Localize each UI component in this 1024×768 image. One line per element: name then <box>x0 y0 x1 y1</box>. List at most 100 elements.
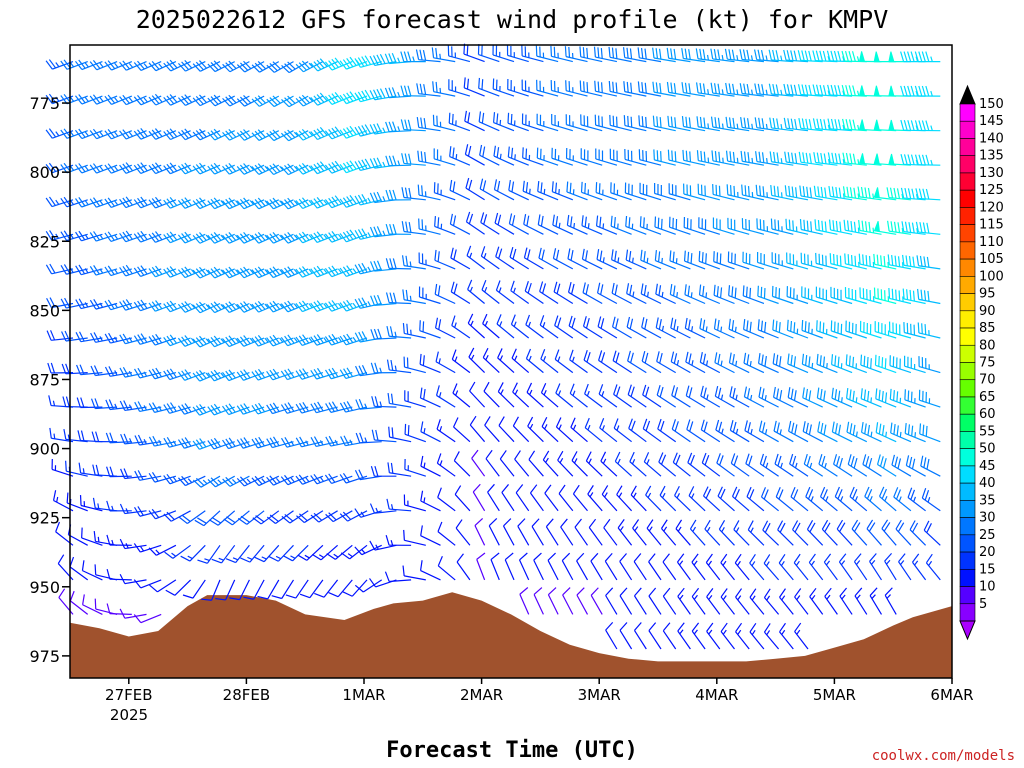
wind-barb <box>580 148 603 166</box>
wind-barb <box>531 518 544 546</box>
wind-barb <box>572 484 588 512</box>
wind-barb <box>581 248 603 270</box>
wind-barb <box>452 383 471 408</box>
wind-barb <box>920 455 941 477</box>
wind-barb <box>613 384 632 408</box>
wind-barb <box>45 128 74 139</box>
wind-barb <box>266 510 294 524</box>
wind-barb <box>717 486 735 512</box>
wind-barb <box>134 470 162 481</box>
wind-barb <box>699 351 721 374</box>
wind-barb <box>236 369 265 381</box>
wind-barb <box>497 382 515 408</box>
wind-barb <box>386 359 412 374</box>
wind-barb <box>104 366 132 377</box>
wind-barb <box>705 553 721 581</box>
wind-barb <box>51 458 74 477</box>
wind-barb <box>555 383 574 408</box>
wind-barb <box>133 265 162 277</box>
wind-barb <box>696 150 720 166</box>
wind-barb <box>743 319 765 339</box>
wind-barb <box>478 77 500 97</box>
wind-barb <box>914 51 941 63</box>
colorbar-swatch <box>959 551 976 570</box>
y-tick-label: 950 <box>29 578 60 597</box>
wind-barb <box>921 488 941 512</box>
colorbar-label: 10 <box>979 580 996 595</box>
wind-barb <box>385 121 412 133</box>
wind-barb <box>385 534 412 546</box>
wind-barb <box>888 287 912 305</box>
wind-barb <box>914 120 941 132</box>
wind-barb <box>119 60 147 71</box>
wind-barb <box>478 111 500 132</box>
wind-barb <box>119 333 147 345</box>
wind-barb <box>385 155 412 167</box>
wind-barb <box>626 283 647 305</box>
wind-barb <box>540 382 559 408</box>
wind-barb <box>354 193 382 206</box>
colorbar-label: 75 <box>979 356 996 371</box>
wind-barb <box>148 402 177 413</box>
wind-barb <box>119 608 147 619</box>
wind-barb <box>240 544 265 563</box>
wind-barb <box>878 486 897 512</box>
colorbar-label: 25 <box>979 528 996 543</box>
wind-barb <box>637 47 662 63</box>
wind-barb <box>192 404 221 416</box>
wind-barb <box>800 252 823 270</box>
wind-barb <box>672 452 691 477</box>
wind-barb <box>860 388 882 408</box>
colorbar-swatch <box>959 327 976 346</box>
wind-barb <box>689 519 706 546</box>
wind-barb <box>90 332 118 343</box>
wind-barb <box>339 510 368 522</box>
wind-barb <box>299 579 324 599</box>
wind-barb <box>119 162 147 174</box>
wind-barb <box>467 279 485 304</box>
wind-barb <box>133 196 162 209</box>
wind-barb <box>207 335 235 348</box>
wind-barb <box>712 217 735 235</box>
wind-barb <box>829 253 853 270</box>
wind-barb <box>684 284 706 305</box>
wind-barb <box>809 587 824 615</box>
wind-barb <box>314 579 339 598</box>
wind-barb <box>222 197 250 210</box>
wind-barb <box>223 510 250 526</box>
wind-barb <box>769 117 794 132</box>
terrain-layer <box>70 592 952 678</box>
wind-barb <box>432 114 456 132</box>
wind-barb <box>419 387 441 408</box>
wind-barb <box>726 184 750 201</box>
wind-barb <box>148 472 177 483</box>
wind-barb <box>134 434 162 446</box>
wind-barb <box>639 182 662 201</box>
wind-barb <box>485 449 500 477</box>
wind-barb <box>92 497 118 512</box>
wind-barb <box>696 116 720 132</box>
wind-barb <box>783 83 809 97</box>
wind-barb <box>763 554 780 581</box>
wind-barb <box>816 387 838 408</box>
wind-barb <box>674 485 691 512</box>
wind-barb <box>527 416 544 443</box>
wind-barb <box>524 280 544 304</box>
wind-barb <box>900 85 926 97</box>
wind-barb <box>416 83 441 97</box>
wind-barb <box>472 483 486 512</box>
wind-barb <box>700 385 721 408</box>
wind-barb <box>887 220 911 235</box>
colorbar-swatch <box>959 310 976 329</box>
wind-barb <box>384 571 412 583</box>
wind-barb <box>831 421 853 443</box>
wind-barb <box>418 286 441 305</box>
wind-barb <box>639 216 662 235</box>
wind-barb <box>646 519 662 546</box>
wind-barb <box>629 451 647 477</box>
wind-barb <box>342 579 368 597</box>
wind-barb <box>772 353 794 374</box>
wind-barb <box>483 381 500 408</box>
y-tick-label: 975 <box>29 647 60 666</box>
wind-barb <box>165 579 192 596</box>
